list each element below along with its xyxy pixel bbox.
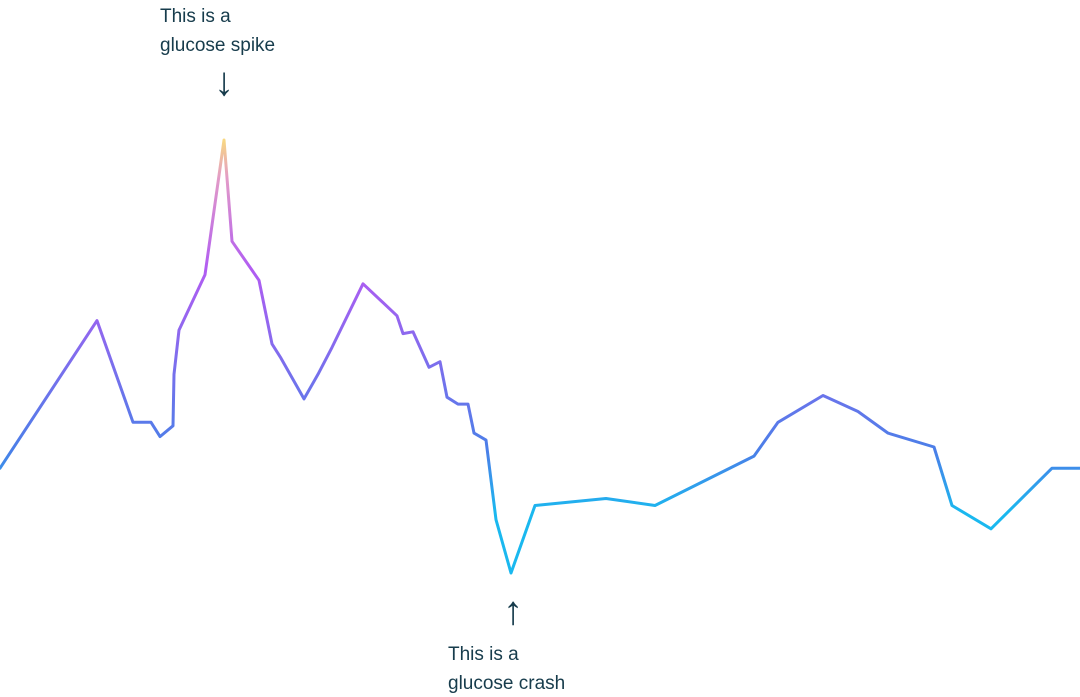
spike-annotation-line-2: glucose spike <box>160 35 276 56</box>
spike-arrow-icon: ↓ <box>214 60 234 104</box>
crash-arrow-icon: ↑ <box>503 589 523 633</box>
crash-annotation: This is a glucose crash <box>448 640 565 697</box>
spike-annotation-line-1: This is a <box>160 6 231 27</box>
glucose-series <box>0 138 1080 575</box>
crash-annotation-line-2: glucose crash <box>448 673 566 694</box>
series-line-0 <box>0 138 1080 575</box>
crash-annotation-line-1: This is a <box>448 644 519 665</box>
spike-annotation: This is a glucose spike <box>160 2 275 60</box>
